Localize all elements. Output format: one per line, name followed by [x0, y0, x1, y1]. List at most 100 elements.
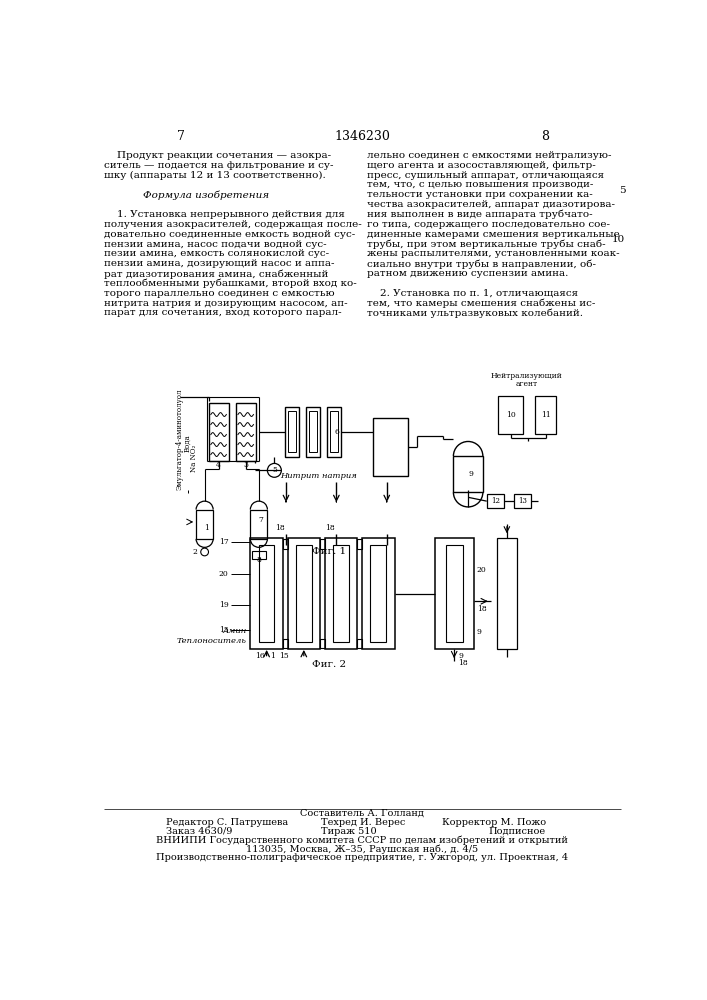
Text: Продукт реакции сочетания — азокра-: Продукт реакции сочетания — азокра-: [104, 151, 331, 160]
Text: 1: 1: [270, 652, 275, 660]
Text: 8: 8: [542, 130, 549, 143]
Bar: [320, 539, 325, 549]
Text: 18: 18: [325, 524, 335, 532]
Text: 2. Установка по п. 1, отличающаяся: 2. Установка по п. 1, отличающаяся: [368, 289, 578, 298]
Bar: [196, 510, 213, 539]
Bar: [296, 545, 312, 642]
Text: 15: 15: [219, 626, 228, 634]
Bar: [362, 538, 395, 649]
Text: 12: 12: [491, 497, 500, 505]
Text: тем, что, с целью повышения производи-: тем, что, с целью повышения производи-: [368, 180, 594, 189]
Text: 18: 18: [477, 605, 486, 613]
Bar: [486, 494, 504, 508]
Bar: [373, 418, 408, 476]
Text: 8: 8: [257, 556, 262, 564]
Text: жены распылителями, установленными коак-: жены распылителями, установленными коак-: [368, 249, 620, 258]
Bar: [306, 407, 320, 457]
Text: Фиг. 2: Фиг. 2: [312, 660, 346, 669]
Bar: [357, 639, 362, 648]
Text: Фиг. 1: Фиг. 1: [312, 547, 346, 556]
Bar: [209, 403, 228, 461]
Bar: [309, 411, 317, 452]
Text: трубы, при этом вертикальные трубы снаб-: трубы, при этом вертикальные трубы снаб-: [368, 240, 606, 249]
Text: 5: 5: [272, 466, 277, 474]
Text: 2: 2: [193, 548, 198, 556]
Bar: [453, 456, 483, 492]
Text: 7: 7: [177, 130, 185, 143]
Text: 13: 13: [518, 497, 527, 505]
Text: торого параллельно соединен с емкостью: торого параллельно соединен с емкостью: [104, 289, 334, 298]
Bar: [320, 639, 325, 648]
Text: го типа, содержащего последовательно сое-: го типа, содержащего последовательно сое…: [368, 220, 610, 229]
Bar: [534, 396, 556, 434]
Text: довательно соединенные емкость водной сус-: довательно соединенные емкость водной су…: [104, 230, 355, 239]
Text: 5: 5: [619, 186, 626, 195]
Text: шку (аппараты 12 и 13 соответственно).: шку (аппараты 12 и 13 соответственно).: [104, 171, 326, 180]
Text: нитрита натрия и дозирующим насосом, ап-: нитрита натрия и дозирующим насосом, ап-: [104, 299, 348, 308]
Bar: [288, 538, 320, 649]
Text: пензии амина, дозирующий насос и аппа-: пензии амина, дозирующий насос и аппа-: [104, 259, 334, 268]
Text: тельности установки при сохранении ка-: тельности установки при сохранении ка-: [368, 190, 593, 199]
Bar: [288, 411, 296, 452]
Text: ния выполнен в виде аппарата трубчато-: ния выполнен в виде аппарата трубчато-: [368, 210, 593, 219]
Text: ситель — подается на фильтрование и су-: ситель — подается на фильтрование и су-: [104, 161, 334, 170]
Bar: [259, 545, 274, 642]
Text: пензии амина, насос подачи водной сус-: пензии амина, насос подачи водной сус-: [104, 240, 327, 249]
Text: Производственно-полиграфическое предприятие, г. Ужгород, ул. Проектная, 4: Производственно-полиграфическое предприя…: [156, 853, 568, 862]
Bar: [283, 539, 288, 549]
Text: Эмульгатор-4-аминотолуол: Эмульгатор-4-аминотолуол: [176, 389, 184, 490]
Text: пезии амина, емкость солянокислой сус-: пезии амина, емкость солянокислой сус-: [104, 249, 329, 258]
Bar: [370, 545, 386, 642]
Text: Тираж 510: Тираж 510: [321, 827, 377, 836]
Text: 4: 4: [216, 461, 221, 469]
Bar: [330, 411, 338, 452]
Text: Вода: Вода: [184, 435, 192, 452]
Text: 19: 19: [219, 601, 228, 609]
Text: 113035, Москва, Ж–35, Раушская наб., д. 4/5: 113035, Москва, Ж–35, Раушская наб., д. …: [246, 844, 478, 854]
Text: 10: 10: [612, 235, 626, 244]
Bar: [250, 510, 267, 539]
Text: получения азокрасителей, содержащая после-: получения азокрасителей, содержащая посл…: [104, 220, 361, 229]
Text: Корректор М. Пожо: Корректор М. Пожо: [441, 818, 546, 827]
Text: щего агента и азосоставляющей, фильтр-: щего агента и азосоставляющей, фильтр-: [368, 161, 596, 170]
Text: 11: 11: [541, 411, 551, 419]
Text: Нейтрализующий: Нейтрализующий: [491, 372, 562, 380]
Text: 9: 9: [458, 652, 463, 660]
Bar: [327, 407, 341, 457]
Text: Подписное: Подписное: [489, 827, 546, 836]
Text: Теплоноситель: Теплоноситель: [177, 637, 247, 645]
Bar: [498, 396, 523, 434]
Text: теплообменными рубашками, второй вход ко-: теплообменными рубашками, второй вход ко…: [104, 279, 356, 288]
Text: 15: 15: [279, 652, 288, 660]
Text: 20: 20: [219, 570, 228, 578]
Text: Заказ 4630/9: Заказ 4630/9: [166, 827, 233, 836]
Bar: [333, 545, 349, 642]
Bar: [283, 639, 288, 648]
Text: 18: 18: [275, 524, 285, 532]
Text: лельно соединен с емкостями нейтрализую-: лельно соединен с емкостями нейтрализую-: [368, 151, 612, 160]
Text: ВНИИПИ Государственного комитета СССР по делам изобретений и открытий: ВНИИПИ Государственного комитета СССР по…: [156, 836, 568, 845]
Text: 7: 7: [259, 516, 264, 524]
Bar: [250, 538, 283, 649]
Bar: [235, 403, 256, 461]
Bar: [514, 494, 531, 508]
Text: 9: 9: [468, 470, 473, 478]
Text: Формула изобретения: Формула изобретения: [104, 190, 269, 200]
Text: пресс, сушильный аппарат, отличающаяся: пресс, сушильный аппарат, отличающаяся: [368, 171, 604, 180]
Text: 20: 20: [477, 566, 486, 574]
Text: диненные камерами смешения вертикальные: диненные камерами смешения вертикальные: [368, 230, 620, 239]
Bar: [285, 407, 299, 457]
Text: 17: 17: [219, 538, 228, 546]
Text: Нитрит натрия: Нитрит натрия: [281, 472, 357, 480]
Text: Редактор С. Патрушева: Редактор С. Патрушева: [166, 818, 288, 827]
Text: 1: 1: [204, 524, 209, 532]
Text: точниками ультразвуковых колебаний.: точниками ультразвуковых колебаний.: [368, 308, 583, 318]
Text: Амин: Амин: [222, 627, 247, 635]
Text: 6: 6: [334, 428, 339, 436]
Text: 16: 16: [255, 652, 265, 660]
Text: Техред И. Верес: Техред И. Верес: [321, 818, 405, 827]
Text: агент: агент: [515, 380, 537, 388]
Bar: [325, 538, 357, 649]
Text: Na NO₂: Na NO₂: [189, 445, 198, 472]
Text: Составитель А. Голланд: Составитель А. Голланд: [300, 808, 424, 818]
